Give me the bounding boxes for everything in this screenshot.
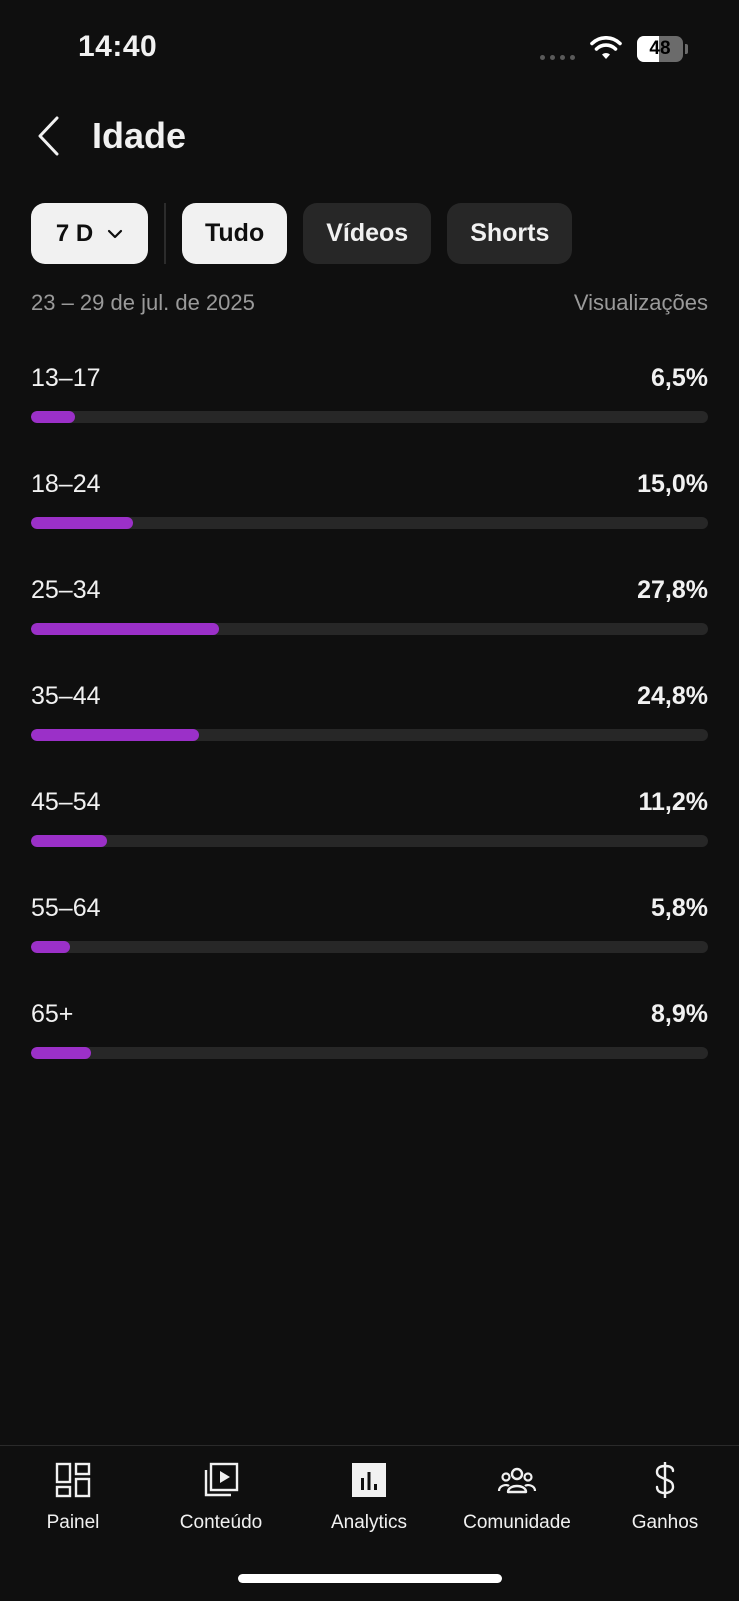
age-bar-fill — [31, 941, 71, 953]
age-bar-fill — [31, 835, 107, 847]
header: Idade — [0, 100, 739, 180]
chevron-left-icon — [38, 116, 59, 156]
age-bar-fill — [31, 729, 199, 741]
age-label: 65+ — [31, 1000, 74, 1028]
age-bar-track — [31, 1047, 708, 1059]
nav-item-comunidade[interactable]: Comunidade — [447, 1460, 587, 1534]
age-bar-fill — [31, 517, 133, 529]
nav-label: Analytics — [330, 1512, 408, 1533]
period-select-label: 7 D — [55, 219, 94, 247]
dollar-icon — [655, 1462, 675, 1498]
age-row: 18–24 15,0% — [31, 466, 708, 572]
chip-label: Tudo — [205, 219, 265, 247]
age-row: 13–17 6,5% — [31, 360, 708, 466]
home-indicator — [238, 1574, 502, 1583]
dashboard-icon — [55, 1462, 91, 1498]
chip-tudo[interactable]: Tudo — [182, 203, 288, 264]
battery-level: 48 — [649, 38, 671, 59]
age-percentage: 11,2% — [638, 788, 708, 816]
age-percentage: 27,8% — [637, 576, 708, 604]
chip-shorts[interactable]: Shorts — [447, 203, 573, 264]
age-label: 35–44 — [31, 682, 101, 710]
age-bar-track — [31, 835, 708, 847]
age-bar-fill — [31, 623, 220, 635]
status-time: 14:40 — [78, 30, 158, 63]
chip-label: Shorts — [470, 219, 550, 247]
period-select[interactable]: 7 D — [31, 203, 148, 264]
age-bar-track — [31, 517, 708, 529]
nav-label: Comunidade — [463, 1512, 571, 1533]
battery-icon: 48 — [637, 36, 689, 62]
age-row: 55–64 5,8% — [31, 890, 708, 996]
filter-row: 7 D Tudo Vídeos Shorts — [31, 203, 588, 264]
age-percentage: 6,5% — [651, 364, 708, 392]
age-percentage: 8,9% — [651, 1000, 708, 1028]
age-bar-track — [31, 411, 708, 423]
age-bar-track — [31, 729, 708, 741]
age-bar-track — [31, 623, 708, 635]
page-title: Idade — [92, 115, 187, 156]
age-label: 25–34 — [31, 576, 101, 604]
nav-item-painel[interactable]: Painel — [3, 1460, 143, 1534]
metric-label: Visualizações — [573, 290, 708, 315]
age-row: 25–34 27,8% — [31, 572, 708, 678]
age-label: 55–64 — [31, 894, 101, 922]
content-icon — [204, 1462, 239, 1497]
chip-videos[interactable]: Vídeos — [303, 203, 432, 264]
nav-item-ganhos[interactable]: Ganhos — [595, 1460, 735, 1534]
age-bar-fill — [31, 1047, 92, 1059]
age-row: 45–54 11,2% — [31, 784, 708, 890]
nav-item-conteudo[interactable]: Conteúdo — [151, 1460, 291, 1534]
age-row: 35–44 24,8% — [31, 678, 708, 784]
filter-divider — [164, 203, 166, 264]
analytics-icon — [352, 1463, 386, 1497]
age-distribution-list: 13–17 6,5% 18–24 15,0% 25–34 27,8% 35–44… — [31, 360, 708, 1102]
date-range: 23 – 29 de jul. de 2025 — [31, 290, 255, 315]
back-button[interactable] — [28, 110, 68, 162]
cellular-signal-icon — [540, 55, 575, 60]
status-bar: 14:40 48 — [0, 0, 739, 100]
nav-label: Conteúdo — [179, 1512, 263, 1533]
age-label: 13–17 — [31, 364, 101, 392]
age-bar-track — [31, 941, 708, 953]
nav-label: Ganhos — [631, 1512, 699, 1533]
chevron-down-icon — [108, 229, 123, 238]
meta-row: 23 – 29 de jul. de 2025 Visualizações — [31, 290, 708, 316]
age-bar-fill — [31, 411, 75, 423]
age-row: 65+ 8,9% — [31, 996, 708, 1102]
nav-item-analytics[interactable]: Analytics — [299, 1460, 439, 1534]
age-label: 18–24 — [31, 470, 101, 498]
wifi-icon — [590, 36, 622, 59]
age-percentage: 15,0% — [637, 470, 708, 498]
chip-label: Vídeos — [326, 219, 409, 247]
community-icon — [497, 1467, 537, 1494]
nav-label: Painel — [46, 1512, 100, 1533]
age-percentage: 5,8% — [651, 894, 708, 922]
age-label: 45–54 — [31, 788, 101, 816]
age-percentage: 24,8% — [637, 682, 708, 710]
